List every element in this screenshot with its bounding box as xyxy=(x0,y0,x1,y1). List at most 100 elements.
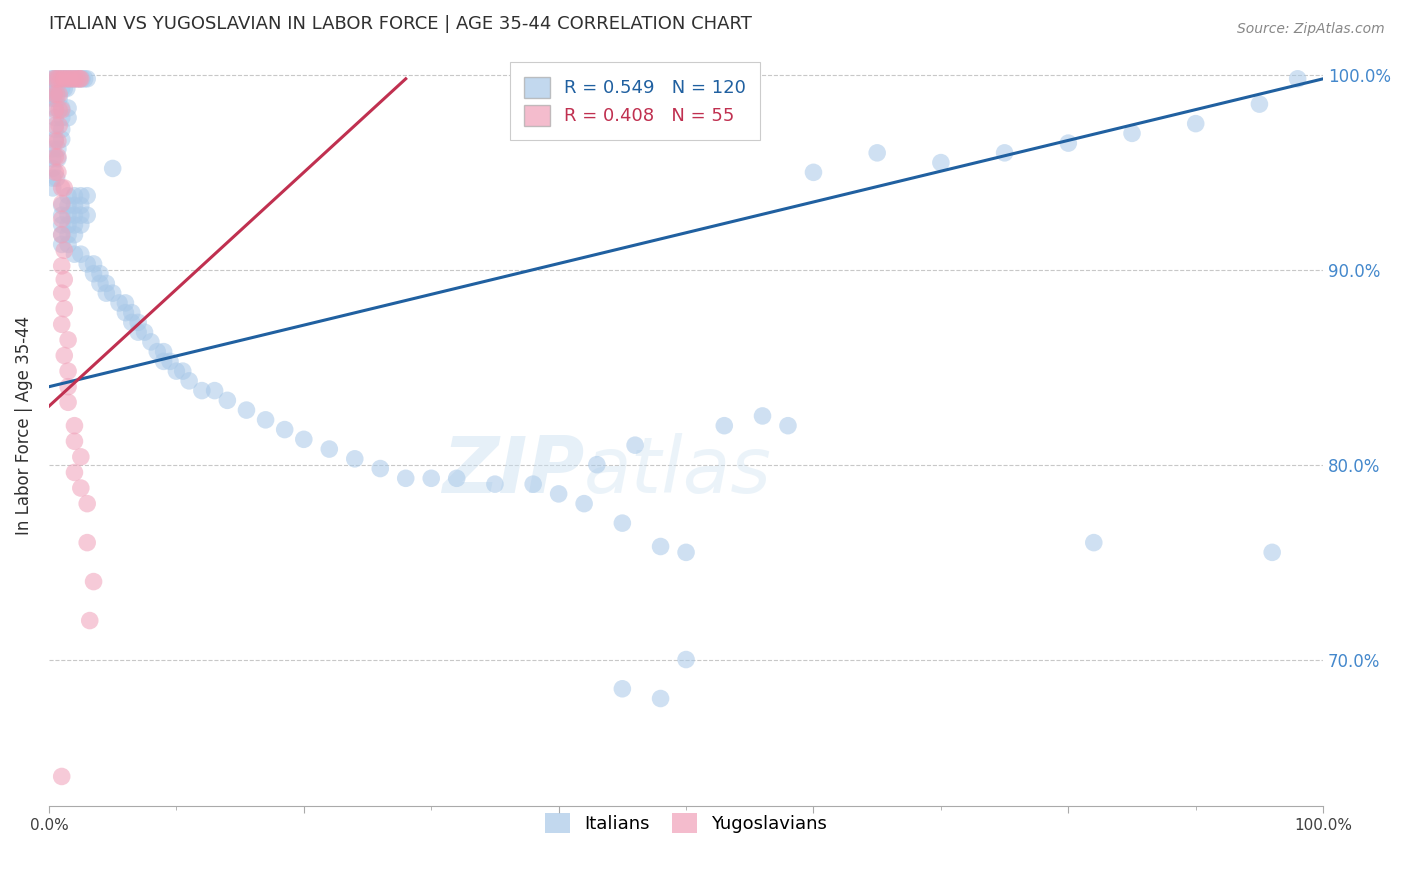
Text: Source: ZipAtlas.com: Source: ZipAtlas.com xyxy=(1237,22,1385,37)
Point xyxy=(51,259,73,273)
Point xyxy=(48,71,70,86)
Point xyxy=(522,477,544,491)
Legend: Italians, Yugoslavians: Italians, Yugoslavians xyxy=(533,800,839,847)
Point xyxy=(56,218,79,232)
Point xyxy=(44,150,66,164)
Point xyxy=(929,155,952,169)
Point xyxy=(83,267,105,281)
Point xyxy=(63,418,86,433)
Point xyxy=(46,134,69,148)
Point xyxy=(146,344,169,359)
Point xyxy=(152,344,174,359)
Point xyxy=(114,296,136,310)
Point xyxy=(42,81,65,95)
Point xyxy=(51,81,73,95)
Point xyxy=(446,471,468,485)
Point xyxy=(1121,127,1143,141)
Point xyxy=(56,198,79,212)
Point xyxy=(66,71,89,86)
Point xyxy=(42,171,65,186)
Point xyxy=(751,409,773,423)
Point xyxy=(51,101,73,115)
Point xyxy=(46,165,69,179)
Point xyxy=(44,101,66,115)
Point xyxy=(53,81,76,95)
Point xyxy=(76,71,98,86)
Point xyxy=(1261,545,1284,559)
Point xyxy=(53,71,76,86)
Point xyxy=(44,119,66,133)
Point xyxy=(484,477,506,491)
Point xyxy=(165,364,187,378)
Point xyxy=(612,516,634,530)
Point xyxy=(44,111,66,125)
Point xyxy=(159,354,181,368)
Point xyxy=(42,71,65,86)
Point xyxy=(42,142,65,156)
Point xyxy=(69,450,91,464)
Point xyxy=(76,257,98,271)
Point xyxy=(51,196,73,211)
Point xyxy=(53,301,76,316)
Point xyxy=(48,87,70,102)
Point xyxy=(69,247,91,261)
Point xyxy=(51,769,73,783)
Point xyxy=(624,438,647,452)
Point xyxy=(56,380,79,394)
Point xyxy=(108,296,131,310)
Point xyxy=(53,244,76,258)
Point xyxy=(420,471,443,485)
Point xyxy=(41,81,63,95)
Point xyxy=(51,227,73,242)
Point xyxy=(42,87,65,102)
Point xyxy=(63,208,86,222)
Point xyxy=(41,91,63,105)
Point xyxy=(235,403,257,417)
Point xyxy=(63,71,86,86)
Point xyxy=(44,103,66,117)
Point xyxy=(395,471,418,485)
Point xyxy=(76,208,98,222)
Point xyxy=(48,71,70,86)
Point xyxy=(56,237,79,252)
Point xyxy=(586,458,609,472)
Point xyxy=(63,218,86,232)
Point xyxy=(51,286,73,301)
Point xyxy=(56,81,79,95)
Point xyxy=(63,188,86,202)
Point xyxy=(650,691,672,706)
Point xyxy=(69,71,91,86)
Point xyxy=(51,181,73,195)
Point xyxy=(63,466,86,480)
Point xyxy=(273,423,295,437)
Point xyxy=(994,145,1017,160)
Point xyxy=(51,218,73,232)
Point xyxy=(45,71,67,86)
Point xyxy=(179,374,201,388)
Point xyxy=(572,497,595,511)
Point xyxy=(76,188,98,202)
Point xyxy=(42,91,65,105)
Point xyxy=(83,257,105,271)
Point xyxy=(776,418,799,433)
Point xyxy=(127,325,149,339)
Point xyxy=(51,237,73,252)
Point xyxy=(45,71,67,86)
Point xyxy=(51,122,73,136)
Point xyxy=(368,461,391,475)
Point xyxy=(51,71,73,86)
Point xyxy=(152,354,174,368)
Point xyxy=(51,318,73,332)
Point xyxy=(139,334,162,349)
Point xyxy=(69,481,91,495)
Point xyxy=(1286,71,1309,86)
Point xyxy=(66,71,89,86)
Point xyxy=(172,364,194,378)
Point xyxy=(51,227,73,242)
Point xyxy=(69,188,91,202)
Point xyxy=(51,71,73,86)
Point xyxy=(1184,117,1206,131)
Point xyxy=(60,71,83,86)
Point xyxy=(1249,97,1271,112)
Point xyxy=(56,111,79,125)
